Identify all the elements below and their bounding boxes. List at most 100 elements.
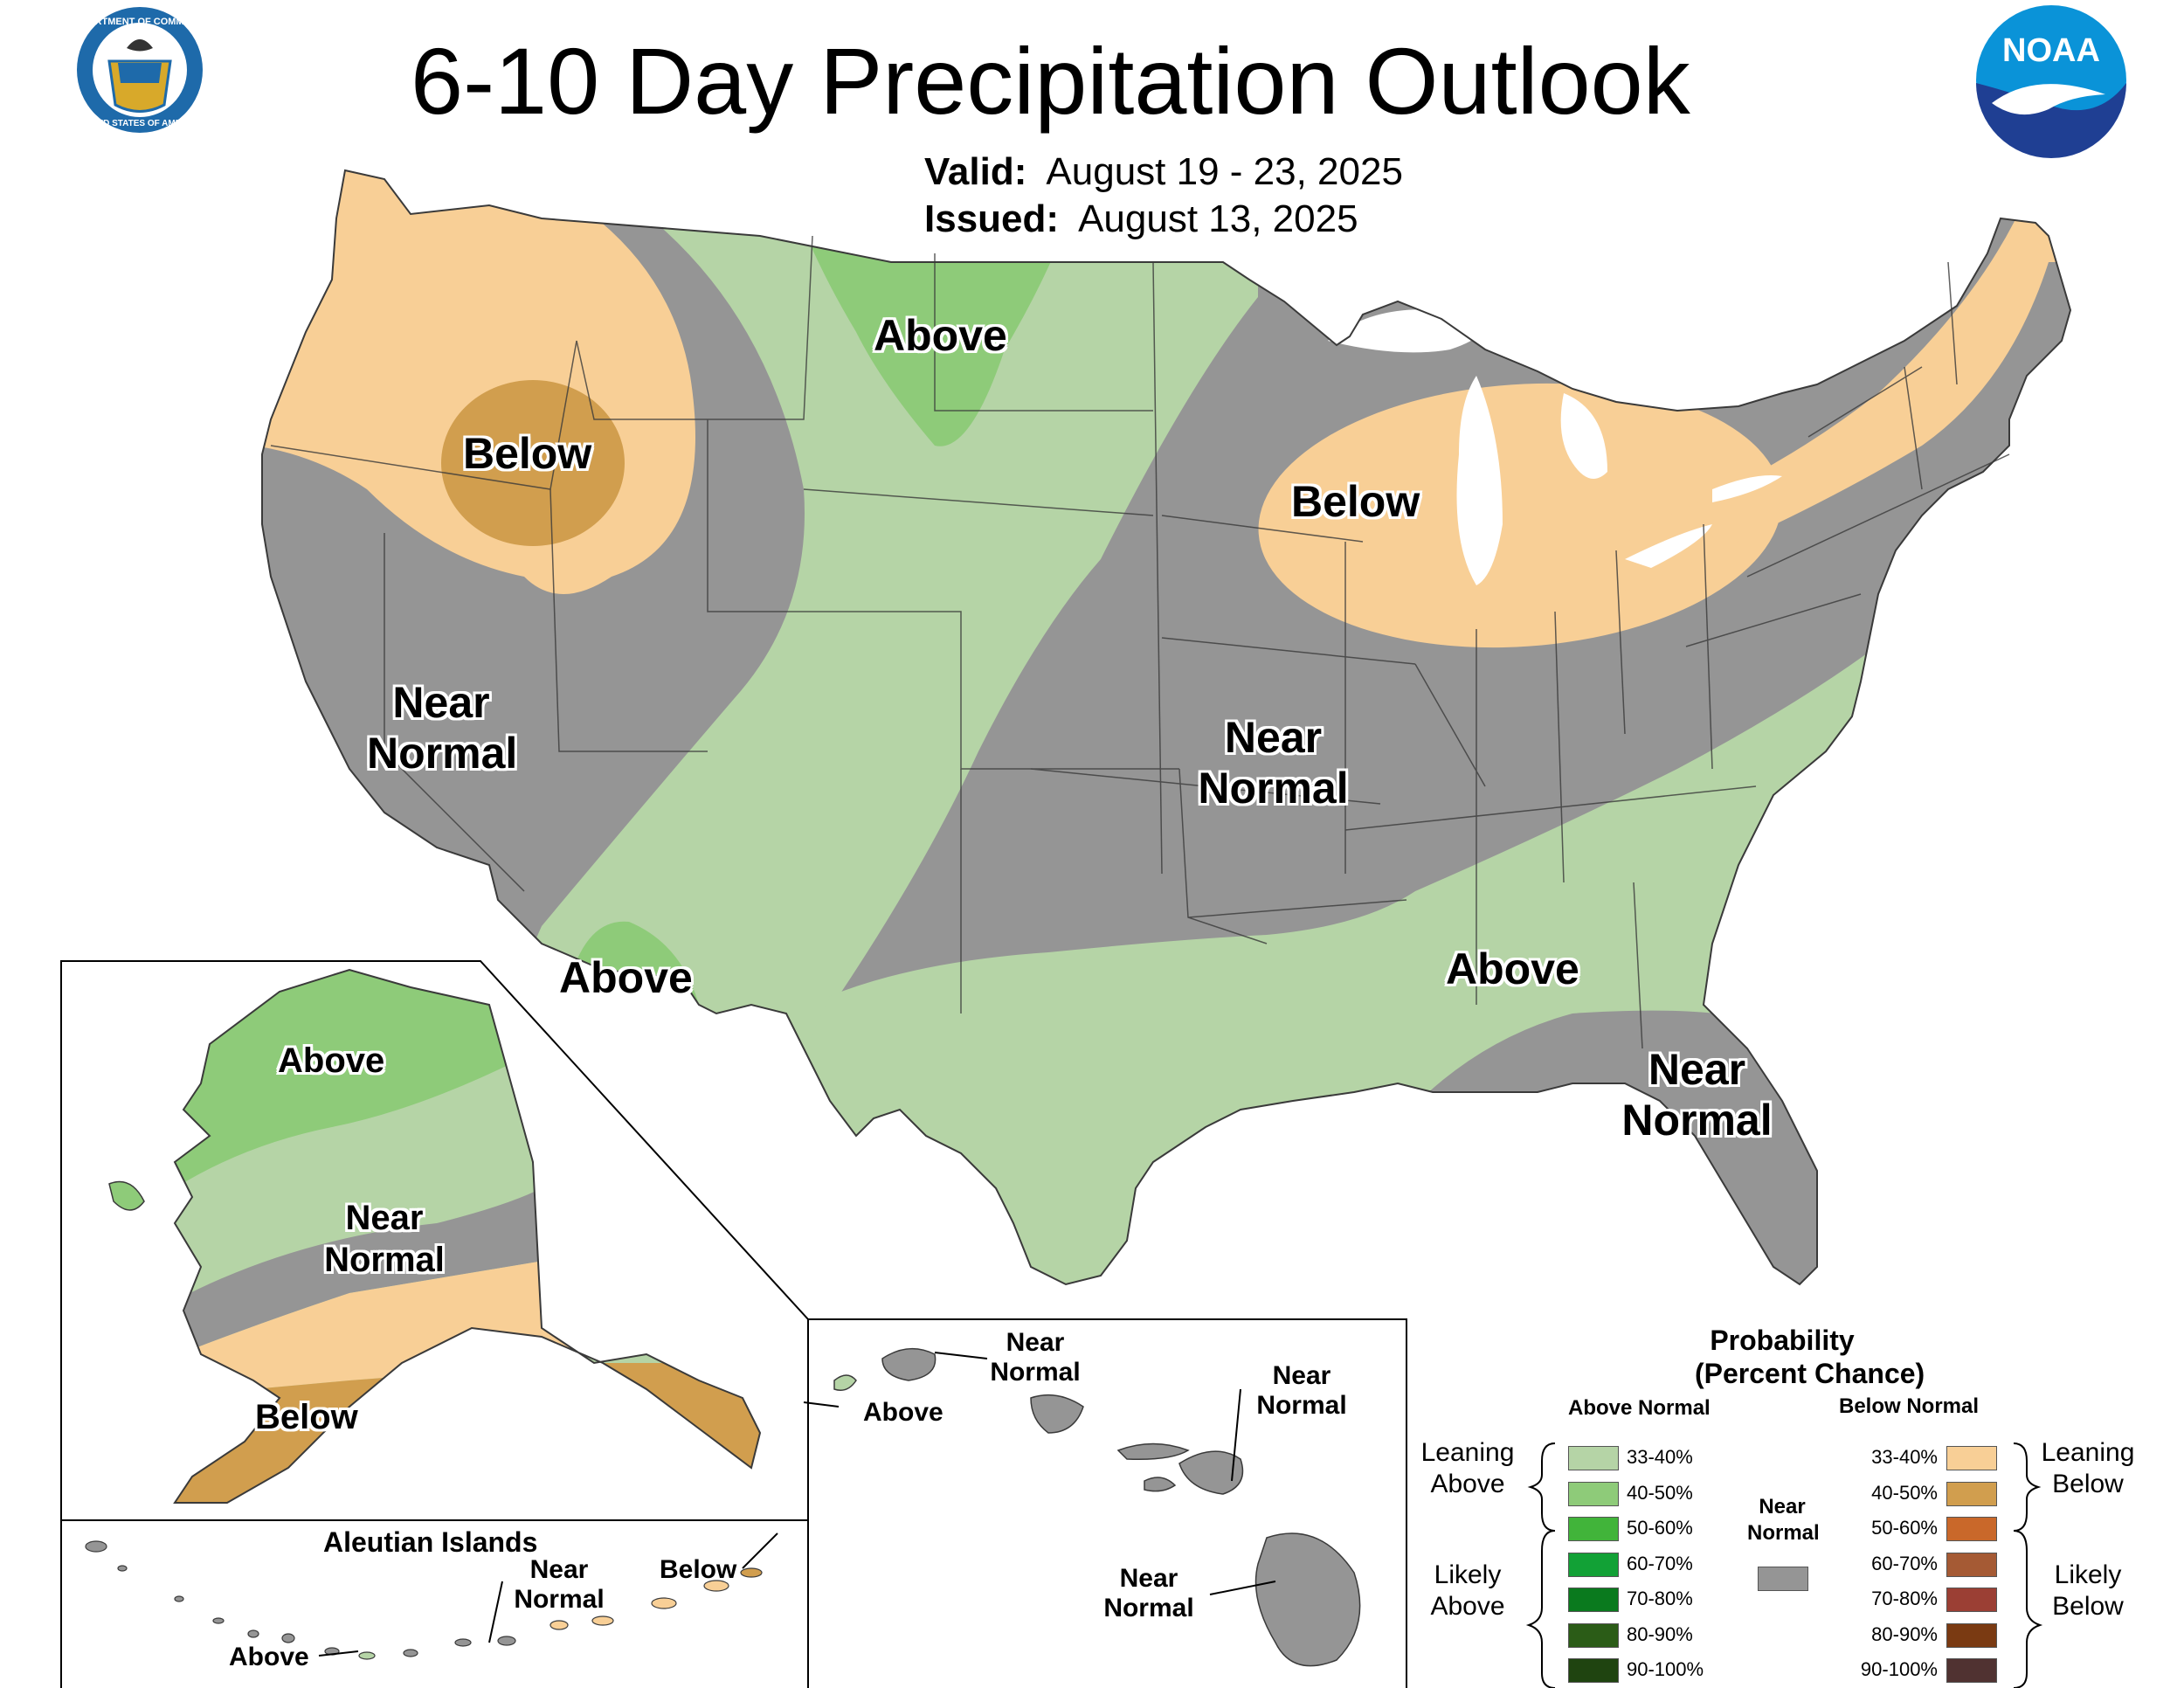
label-ak-normal: Normal — [324, 1241, 445, 1279]
legend-near-normal-swatch — [1758, 1567, 1808, 1591]
label-aleu-normal: Normal — [514, 1585, 605, 1614]
label-hi-near-a: Near — [1006, 1328, 1065, 1357]
legend-above-item-swatch — [1568, 1658, 1619, 1683]
label-ak-near-normal: Near Normal — [319, 1197, 450, 1281]
alaska-outline — [173, 968, 762, 1504]
label-fl-normal: Normal — [1621, 1096, 1773, 1145]
legend-above-item-swatch — [1568, 1446, 1619, 1470]
legend-below-item-swatch — [1946, 1658, 1997, 1683]
legend-leaning-above: Leaning Above — [1420, 1437, 1516, 1500]
legend-title: Probability (Percent Chance) — [1695, 1324, 1925, 1390]
label-ak-near: Near — [345, 1199, 424, 1237]
label-aleu-near-normal: Near Normal — [511, 1555, 607, 1615]
label-ak-above: Above — [278, 1041, 385, 1080]
legend-below-item-range: 40-50% — [1871, 1481, 1938, 1504]
hawaii-islands — [833, 1347, 1361, 1667]
legend-near-line1: Near — [1759, 1495, 1806, 1519]
aleutian-title: Aleutian Islands — [323, 1526, 538, 1558]
label-west-normal: Normal — [367, 729, 518, 778]
legend-below-item-swatch — [1946, 1552, 1997, 1577]
legend-likely-above-2: Above — [1430, 1592, 1505, 1621]
label-gl-below: Below — [1291, 477, 1420, 526]
noaa-logo-icon: NOAA — [1976, 5, 2126, 158]
label-hi-normal-b: Normal — [1256, 1391, 1347, 1420]
legend-below-item-range: 33-40% — [1871, 1446, 1938, 1468]
label-sw-above: Above — [559, 953, 693, 1002]
noaa-logo-text: NOAA — [2002, 32, 2100, 69]
legend-below-item-swatch — [1946, 1446, 1997, 1470]
label-north-above: Above — [874, 311, 1007, 360]
legend-above-item-swatch — [1568, 1622, 1619, 1648]
label-hi-near-normal-b: Near Normal — [1254, 1361, 1350, 1421]
legend-above-item-range: 50-60% — [1627, 1517, 1693, 1539]
issued-row: Issued: August 13, 2025 — [924, 196, 1403, 243]
legend-above-item-swatch — [1568, 1517, 1619, 1541]
legend-above-item-range: 40-50% — [1627, 1481, 1693, 1504]
legend-leaning-above-2: Above — [1430, 1470, 1505, 1498]
valid-value: August 19 - 23, 2025 — [1046, 150, 1403, 193]
commerce-seal-text: DEPARTMENT OF COMMERCE — [69, 17, 211, 27]
legend-above-item-range: 60-70% — [1627, 1552, 1693, 1574]
label-hi-above: Above — [863, 1398, 943, 1427]
label-hi-near-normal-c: Near Normal — [1101, 1564, 1197, 1623]
aleutian-leader-lines — [318, 1532, 778, 1657]
legend-brackets — [1525, 1442, 2043, 1688]
valid-label: Valid: — [924, 150, 1027, 193]
label-aleu-below: Below — [660, 1555, 737, 1584]
legend-likely-below-1: Likely — [2054, 1560, 2122, 1589]
legend-below-item-range: 90-100% — [1860, 1658, 1938, 1680]
legend-likely-below-2: Below — [2052, 1592, 2124, 1621]
legend-below-item-range: 80-90% — [1871, 1622, 1938, 1645]
label-aleu-above: Above — [229, 1643, 309, 1671]
legend-title-line1: Probability — [1710, 1325, 1855, 1356]
legend-below-item-swatch — [1946, 1622, 1997, 1648]
legend-likely-above-1: Likely — [1434, 1560, 1502, 1589]
label-se-above: Above — [1446, 944, 1579, 993]
legend-near-normal: Near Normal — [1747, 1494, 1820, 1546]
legend-below-item-range: 50-60% — [1871, 1517, 1938, 1539]
legend-above-item-swatch — [1568, 1552, 1619, 1577]
legend-above-item-range: 90-100% — [1627, 1658, 1704, 1680]
legend-above-item-swatch — [1568, 1481, 1619, 1506]
label-ak-below: Below — [255, 1398, 358, 1436]
label-hi-normal-c: Normal — [1103, 1594, 1194, 1622]
label-hi-normal-a: Normal — [990, 1358, 1081, 1387]
legend-leaning-below-1: Leaning — [2041, 1438, 2135, 1467]
commerce-seal-icon: DEPARTMENT OF COMMERCE UNITED STATES OF … — [69, 7, 211, 133]
issued-value: August 13, 2025 — [1078, 197, 1358, 240]
legend-above-item-range: 80-90% — [1627, 1622, 1693, 1645]
legend-leaning-above-1: Leaning — [1420, 1438, 1515, 1467]
legend-leaning-below: Leaning Below — [2040, 1437, 2136, 1500]
st-lawrence-island — [108, 1180, 145, 1211]
legend-leaning-below-2: Below — [2052, 1470, 2124, 1498]
legend-above-item-swatch — [1568, 1588, 1619, 1612]
legend-near-line2: Normal — [1747, 1521, 1820, 1545]
legend-below-item-swatch — [1946, 1517, 1997, 1541]
legend-above-item-range: 33-40% — [1627, 1446, 1693, 1468]
label-fl-near: Near — [1648, 1045, 1746, 1094]
legend-above-item-range: 70-80% — [1627, 1588, 1693, 1609]
label-hi-near-b: Near — [1272, 1361, 1331, 1390]
legend-below-item-range: 60-70% — [1871, 1552, 1938, 1574]
hawaii-leader-lines — [803, 1352, 1276, 1595]
legend-likely-above: Likely Above — [1420, 1560, 1516, 1622]
label-aleu-near: Near — [529, 1555, 589, 1584]
state-borders — [270, 235, 2010, 1049]
label-nw-below: Below — [463, 429, 592, 478]
label-central-near-normal: Near Normal — [1197, 712, 1350, 813]
conus-outline — [261, 169, 2072, 1286]
label-central-near: Near — [1224, 713, 1323, 762]
label-hi-near-c: Near — [1119, 1564, 1178, 1593]
label-fl-near-normal: Near Normal — [1621, 1044, 1773, 1145]
legend-title-line2: (Percent Chance) — [1695, 1358, 1925, 1389]
svg-text:UNITED STATES OF AMERICA: UNITED STATES OF AMERICA — [77, 119, 203, 128]
legend-likely-below: Likely Below — [2040, 1560, 2136, 1622]
date-info: Valid: August 19 - 23, 2025 Issued: Augu… — [924, 149, 1403, 243]
valid-row: Valid: August 19 - 23, 2025 — [924, 149, 1403, 196]
great-lakes — [1328, 309, 1782, 585]
legend-below-item-swatch — [1946, 1481, 1997, 1506]
aleutian-islands — [85, 1540, 763, 1660]
label-hi-near-normal-a: Near Normal — [987, 1328, 1083, 1387]
